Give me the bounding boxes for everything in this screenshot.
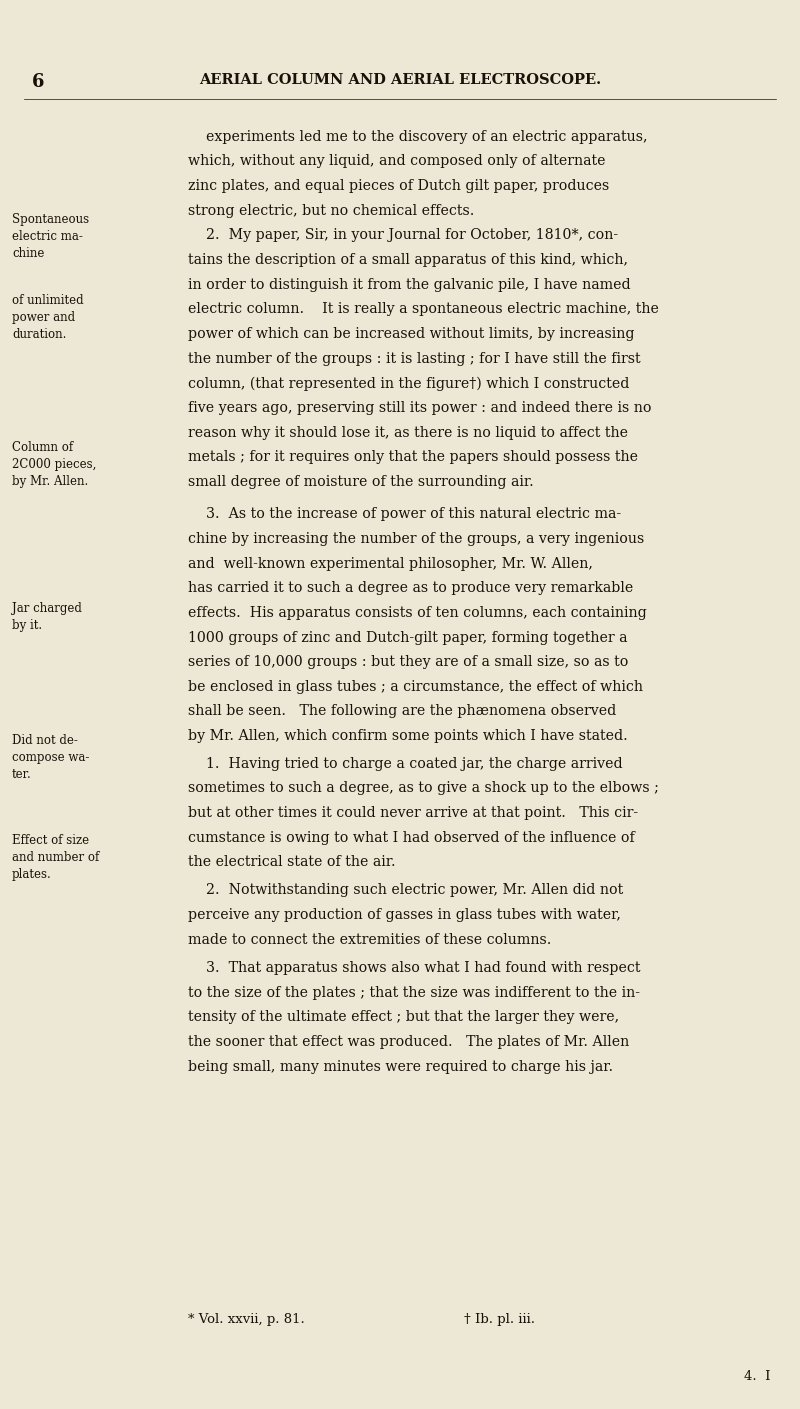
Text: AERIAL COLUMN AND AERIAL ELECTROSCOPE.: AERIAL COLUMN AND AERIAL ELECTROSCOPE. (199, 73, 601, 87)
Text: electric column.    It is really a spontaneous electric machine, the: electric column. It is really a spontane… (188, 303, 659, 316)
Text: experiments led me to the discovery of an electric apparatus,: experiments led me to the discovery of a… (188, 130, 647, 144)
Text: series of 10,000 groups : but they are of a small size, so as to: series of 10,000 groups : but they are o… (188, 655, 628, 669)
Text: zinc plates, and equal pieces of Dutch gilt paper, produces: zinc plates, and equal pieces of Dutch g… (188, 179, 610, 193)
Text: 3.  That apparatus shows also what I had found with respect: 3. That apparatus shows also what I had … (188, 961, 641, 975)
Text: 1.  Having tried to charge a coated jar, the charge arrived: 1. Having tried to charge a coated jar, … (188, 757, 622, 771)
Text: tains the description of a small apparatus of this kind, which,: tains the description of a small apparat… (188, 254, 628, 266)
Text: in order to distinguish it from the galvanic pile, I have named: in order to distinguish it from the galv… (188, 278, 630, 292)
Text: strong electric, but no chemical effects.: strong electric, but no chemical effects… (188, 203, 474, 217)
Text: Jar charged
by it.: Jar charged by it. (12, 602, 82, 631)
Text: 6: 6 (32, 73, 45, 92)
Text: but at other times it could never arrive at that point.   This cir-: but at other times it could never arrive… (188, 806, 638, 820)
Text: and  well-known experimental philosopher, Mr. W. Allen,: and well-known experimental philosopher,… (188, 557, 593, 571)
Text: chine by increasing the number of the groups, a very ingenious: chine by increasing the number of the gr… (188, 531, 644, 545)
Text: tensity of the ultimate effect ; but that the larger they were,: tensity of the ultimate effect ; but tha… (188, 1010, 619, 1024)
Text: of unlimited
power and
duration.: of unlimited power and duration. (12, 294, 84, 341)
Text: reason why it should lose it, as there is no liquid to affect the: reason why it should lose it, as there i… (188, 426, 628, 440)
Text: effects.  His apparatus consists of ten columns, each containing: effects. His apparatus consists of ten c… (188, 606, 646, 620)
Text: to the size of the plates ; that the size was indifferent to the in-: to the size of the plates ; that the siz… (188, 986, 640, 999)
Text: be enclosed in glass tubes ; a circumstance, the effect of which: be enclosed in glass tubes ; a circumsta… (188, 679, 643, 693)
Text: Column of
2C000 pieces,
by Mr. Allen.: Column of 2C000 pieces, by Mr. Allen. (12, 441, 96, 488)
Text: 1000 groups of zinc and Dutch-gilt paper, forming together a: 1000 groups of zinc and Dutch-gilt paper… (188, 630, 627, 644)
Text: five years ago, preserving still its power : and indeed there is no: five years ago, preserving still its pow… (188, 400, 651, 414)
Text: Did not de-
compose wa-
ter.: Did not de- compose wa- ter. (12, 734, 90, 781)
Text: shall be seen.   The following are the phænomena observed: shall be seen. The following are the phæ… (188, 704, 616, 719)
Text: small degree of moisture of the surrounding air.: small degree of moisture of the surround… (188, 475, 534, 489)
Text: which, without any liquid, and composed only of alternate: which, without any liquid, and composed … (188, 155, 606, 168)
Text: the sooner that effect was produced.   The plates of Mr. Allen: the sooner that effect was produced. The… (188, 1036, 630, 1048)
Text: 3.  As to the increase of power of this natural electric ma-: 3. As to the increase of power of this n… (188, 507, 621, 521)
Text: 2.  My paper, Sir, in your Journal for October, 1810*, con-: 2. My paper, Sir, in your Journal for Oc… (188, 228, 618, 242)
Text: made to connect the extremities of these columns.: made to connect the extremities of these… (188, 933, 551, 947)
Text: the number of the groups : it is lasting ; for I have still the first: the number of the groups : it is lasting… (188, 351, 641, 365)
Text: being small, many minutes were required to charge his jar.: being small, many minutes were required … (188, 1060, 613, 1074)
Text: perceive any production of gasses in glass tubes with water,: perceive any production of gasses in gla… (188, 909, 621, 921)
Text: † Ib. pl. iii.: † Ib. pl. iii. (464, 1313, 535, 1326)
Text: column, (that represented in the figure†) which I constructed: column, (that represented in the figure†… (188, 376, 630, 390)
Text: 4.  I: 4. I (744, 1370, 770, 1382)
Text: * Vol. xxvii, p. 81.: * Vol. xxvii, p. 81. (188, 1313, 305, 1326)
Text: sometimes to such a degree, as to give a shock up to the elbows ;: sometimes to such a degree, as to give a… (188, 781, 659, 795)
Text: 2.  Notwithstanding such electric power, Mr. Allen did not: 2. Notwithstanding such electric power, … (188, 883, 623, 898)
Text: metals ; for it requires only that the papers should possess the: metals ; for it requires only that the p… (188, 449, 638, 464)
Text: Effect of size
and number of
plates.: Effect of size and number of plates. (12, 834, 99, 881)
Text: cumstance is owing to what I had observed of the influence of: cumstance is owing to what I had observe… (188, 831, 634, 844)
Text: by Mr. Allen, which confirm some points which I have stated.: by Mr. Allen, which confirm some points … (188, 728, 628, 743)
Text: power of which can be increased without limits, by increasing: power of which can be increased without … (188, 327, 634, 341)
Text: has carried it to such a degree as to produce very remarkable: has carried it to such a degree as to pr… (188, 581, 634, 595)
Text: the electrical state of the air.: the electrical state of the air. (188, 855, 396, 869)
Text: Spontaneous
electric ma-
chine: Spontaneous electric ma- chine (12, 213, 89, 259)
